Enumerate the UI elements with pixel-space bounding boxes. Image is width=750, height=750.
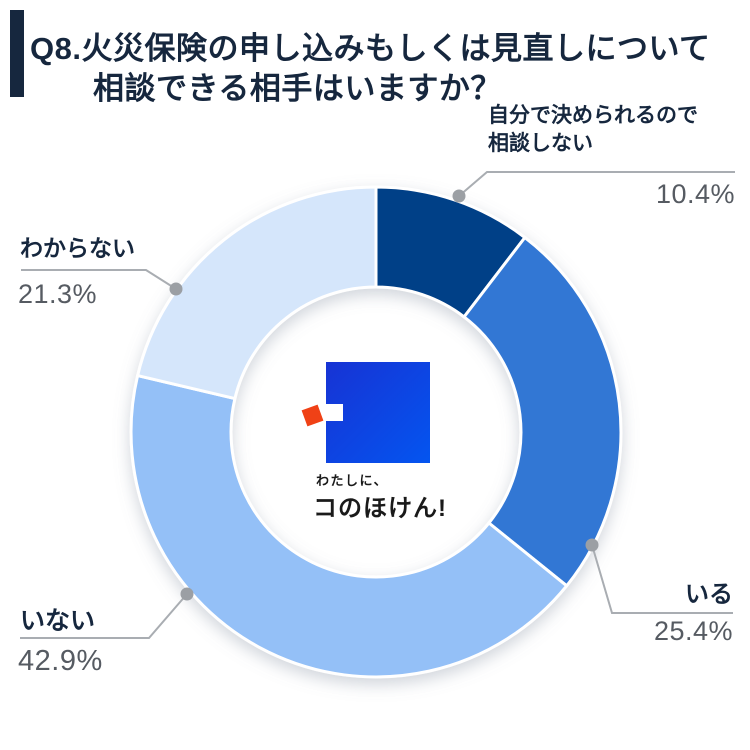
- leader-dot: [585, 538, 599, 552]
- leader-dot: [169, 282, 183, 296]
- logo-notch: [326, 404, 343, 421]
- pie-segment: [129, 374, 569, 679]
- leader-line: [591, 544, 733, 614]
- pie-segment: [462, 236, 623, 588]
- callout-label-self-decide: 自分で決められるので 相談しない: [488, 102, 698, 158]
- question-title: Q8.火災保険の申し込みもしくは見直しについて 相談できる相手はいますか？: [30, 29, 711, 109]
- logo-blue-square: [326, 362, 430, 463]
- callout-label-self-decide-line2: 相談しない: [488, 132, 593, 155]
- callout-label-inai: いない: [20, 607, 96, 635]
- logo-tagline: わたしに、: [316, 473, 389, 488]
- question-title-line2: 相談できる相手はいますか？: [93, 70, 502, 106]
- callout-label-wakaranai: わからない: [20, 235, 135, 261]
- callout-label-self-decide-line1: 自分で決められるので: [488, 104, 698, 127]
- leader-dot: [180, 587, 194, 601]
- leader-lines: [20, 171, 735, 639]
- callout-pct-wakaranai: 21.3%: [18, 279, 98, 309]
- callout-pct-iru: 25.4%: [653, 616, 733, 646]
- leader-line: [21, 269, 177, 290]
- leader-dot: [452, 189, 466, 203]
- callout-pct-inai: 42.9%: [18, 645, 103, 677]
- title-accent-bar: [10, 10, 24, 97]
- question-title-line1: Q8.火災保険の申し込みもしくは見直しについて: [30, 30, 711, 66]
- leader-line: [458, 171, 735, 197]
- callout-label-iru: いる: [685, 581, 733, 608]
- logo-brand-name: コのほけん!: [313, 495, 447, 522]
- callout-pct-self-decide: 10.4%: [655, 179, 735, 209]
- leader-line: [20, 593, 188, 639]
- donut-segments: [129, 185, 623, 679]
